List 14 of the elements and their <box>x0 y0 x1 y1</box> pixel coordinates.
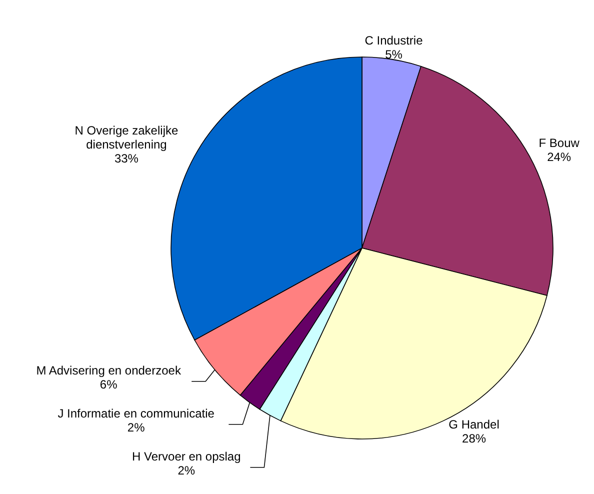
slice-label: N Overige zakelijke dienstverlening <box>74 124 178 152</box>
legend-label: J Informatie en communicatie <box>58 406 215 420</box>
slice-label: F Bouw <box>538 136 580 150</box>
data-label: 2% <box>127 420 146 434</box>
slice-label: C Industrie <box>364 34 424 48</box>
data-label: 2% <box>178 463 196 478</box>
data-label: 6% <box>100 377 118 392</box>
slice-label: G Handel <box>448 418 500 432</box>
data-label: 5% <box>385 48 403 62</box>
data-label: 33% <box>114 152 139 166</box>
slice-label: M Advisering en onderzoek <box>36 363 182 378</box>
data-label: 24% <box>547 150 572 164</box>
data-label: 28% <box>462 432 486 446</box>
slice-label: H Vervoer en opslag <box>132 449 241 464</box>
